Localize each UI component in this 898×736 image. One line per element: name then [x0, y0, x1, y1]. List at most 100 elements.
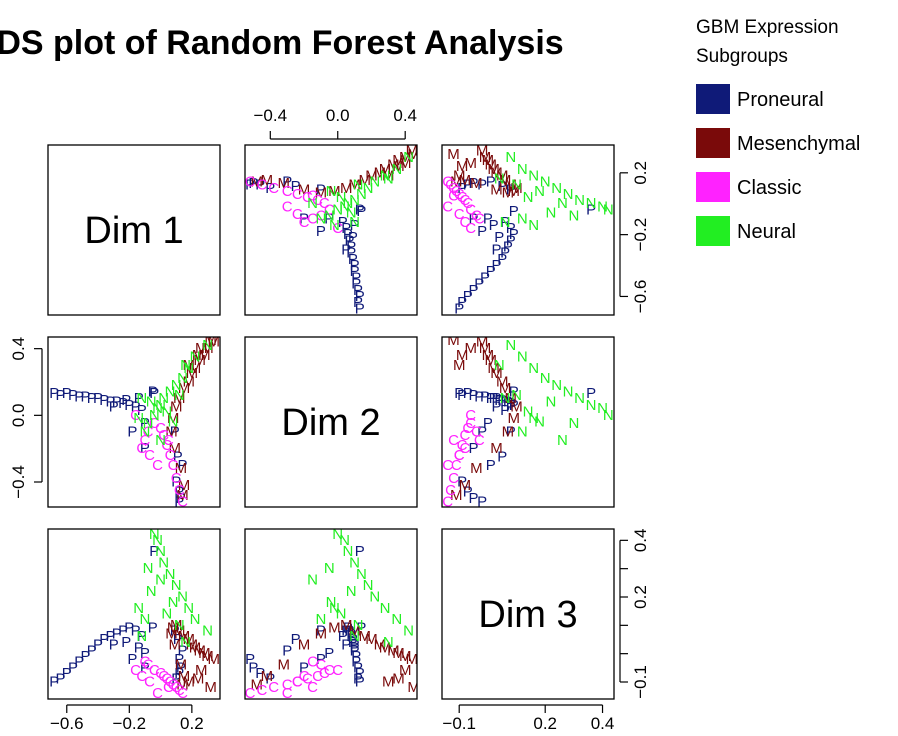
point-proneural: P — [343, 620, 353, 637]
point-mesenchymal: M — [168, 637, 181, 654]
point-proneural: P — [497, 449, 507, 466]
point-neural: N — [391, 161, 402, 178]
point-mesenchymal: M — [490, 164, 503, 181]
point-proneural: P — [506, 220, 516, 237]
point-classic: C — [268, 180, 279, 197]
point-proneural: P — [134, 640, 144, 657]
point-neural: N — [523, 189, 534, 206]
point-proneural: P — [173, 631, 183, 648]
point-proneural: P — [173, 449, 183, 466]
tick-label: −0.1 — [442, 714, 476, 733]
point-proneural: P — [486, 263, 496, 280]
point-proneural: P — [299, 211, 309, 228]
point-proneural: P — [105, 394, 115, 411]
point-mesenchymal: M — [175, 657, 188, 674]
panel-frame — [47, 528, 221, 700]
point-classic: C — [245, 174, 256, 191]
point-proneural: P — [350, 257, 360, 274]
point-classic: C — [315, 657, 326, 674]
point-classic: C — [130, 407, 141, 424]
point-classic: C — [451, 183, 462, 200]
point-proneural: P — [477, 223, 487, 240]
point-proneural: P — [80, 389, 90, 406]
point-classic: C — [448, 470, 459, 487]
point-classic: C — [177, 494, 188, 511]
point-neural: N — [180, 634, 191, 651]
point-proneural: P — [149, 543, 159, 560]
point-classic: C — [445, 177, 456, 194]
point-classic: C — [465, 415, 476, 432]
point-mesenchymal: M — [487, 161, 500, 178]
panel-frame — [47, 336, 221, 508]
point-mesenchymal: M — [178, 477, 191, 494]
point-neural: N — [155, 397, 166, 414]
tick-label: −0.4 — [9, 465, 28, 499]
point-classic: C — [168, 457, 179, 474]
point-proneural: P — [291, 178, 301, 195]
point-neural: N — [403, 623, 414, 640]
point-proneural: P — [87, 390, 97, 407]
point-classic: C — [174, 682, 185, 699]
point-mesenchymal: M — [374, 637, 387, 654]
point-proneural: P — [350, 642, 360, 659]
point-neural: N — [336, 189, 347, 206]
point-mesenchymal: M — [193, 642, 206, 659]
point-classic: C — [448, 188, 459, 205]
point-mesenchymal: M — [201, 648, 214, 665]
point-classic: C — [454, 447, 465, 464]
point-proneural: P — [506, 399, 516, 416]
point-neural: N — [349, 555, 360, 572]
point-neural: N — [161, 606, 172, 623]
point-neural: N — [523, 404, 534, 421]
point-mesenchymal: M — [456, 347, 469, 364]
point-classic: C — [171, 470, 182, 487]
point-neural: N — [202, 623, 213, 640]
point-proneural: P — [87, 642, 97, 659]
tick-label: 0.2 — [533, 714, 557, 733]
point-proneural: P — [324, 211, 334, 228]
point-neural: N — [165, 566, 176, 583]
point-mesenchymal: M — [450, 174, 463, 191]
point-neural: N — [336, 606, 347, 623]
point-classic: C — [163, 432, 174, 449]
point-mesenchymal: M — [315, 184, 328, 201]
point-proneural: P — [140, 440, 150, 457]
point-proneural: P — [457, 180, 467, 197]
point-proneural: P — [486, 174, 496, 191]
point-classic: C — [149, 662, 160, 679]
tick-label: 0.0 — [9, 404, 28, 428]
chart-title: MDS plot of Random Forest Analysis — [0, 24, 564, 62]
point-proneural: P — [497, 392, 507, 409]
point-proneural: P — [491, 257, 501, 274]
point-proneural: P — [109, 399, 119, 416]
point-proneural: P — [291, 631, 301, 648]
point-mesenchymal: M — [453, 167, 466, 184]
point-proneural: P — [245, 651, 255, 668]
point-classic: C — [130, 662, 141, 679]
point-neural: N — [356, 186, 367, 203]
point-mesenchymal: M — [490, 440, 503, 457]
point-classic: C — [299, 668, 310, 685]
point-mesenchymal: M — [176, 676, 189, 693]
point-classic: C — [451, 457, 462, 474]
point-proneural: P — [346, 628, 356, 645]
point-neural: N — [183, 360, 194, 377]
point-classic: C — [168, 676, 179, 693]
point-proneural: P — [494, 229, 504, 246]
point-proneural: P — [500, 245, 510, 262]
panel-3-3: Dim 3 — [441, 528, 615, 700]
axes: −0.4 0.0 0.4 −0.6 −0.2 0.2 −0.1 0.2 0.4 −0.6 −0.2 0… — [9, 106, 650, 733]
point-neural: N — [332, 201, 343, 218]
point-neural: N — [339, 198, 350, 215]
point-classic: C — [139, 654, 150, 671]
point-mesenchymal: M — [315, 625, 328, 642]
point-neural: N — [494, 171, 505, 188]
point-mesenchymal: M — [340, 617, 353, 634]
point-proneural: P — [468, 387, 478, 404]
point-mesenchymal: M — [487, 360, 500, 377]
point-mesenchymal: M — [505, 390, 518, 407]
point-classic: C — [471, 424, 482, 441]
